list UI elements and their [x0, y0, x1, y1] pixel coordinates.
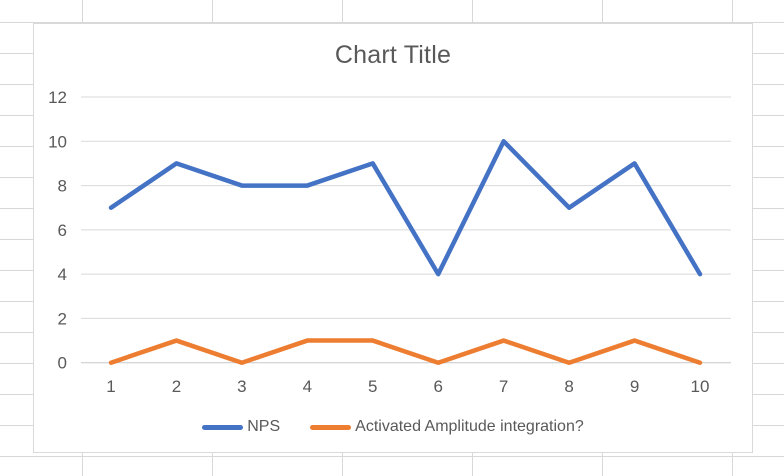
- y-tick-label-8: 8: [58, 177, 67, 196]
- x-tick-label-8: 8: [564, 377, 573, 396]
- x-tick-label-9: 9: [630, 377, 639, 396]
- x-tick-label-5: 5: [368, 377, 377, 396]
- x-tick-label-10: 10: [691, 377, 710, 396]
- y-tick-label-2: 2: [58, 309, 67, 328]
- legend-label-nps: NPS: [247, 418, 281, 435]
- legend-swatch-amplitude-integration: [310, 424, 352, 430]
- y-tick-label-0: 0: [58, 354, 67, 373]
- x-tick-label-3: 3: [237, 377, 246, 396]
- x-tick-label-2: 2: [172, 377, 181, 396]
- legend-item-nps: NPS: [202, 418, 280, 436]
- legend-swatch-nps: [202, 424, 244, 430]
- y-tick-label-4: 4: [58, 265, 67, 284]
- x-tick-label-6: 6: [433, 377, 442, 396]
- legend-item-amplitude-integration: Activated Amplitude integration?: [310, 418, 584, 436]
- y-tick-label-6: 6: [58, 221, 67, 240]
- chart-card[interactable]: Chart Title 0 2 4 6 8 10 12 1 2 3 4 5 6 7 8 9 10 NPS Act…: [33, 23, 753, 453]
- x-tick-label-1: 1: [106, 377, 115, 396]
- series-line-nps[interactable]: [108, 139, 703, 277]
- y-tick-label-10: 10: [48, 132, 67, 151]
- series-line-amplitude-integration[interactable]: [108, 338, 703, 365]
- legend-label-amplitude-integration: Activated Amplitude integration?: [355, 418, 584, 435]
- chart-title: Chart Title: [334, 41, 452, 69]
- x-tick-label-4: 4: [303, 377, 312, 396]
- y-tick-label-12: 12: [48, 88, 67, 107]
- chart-legend: NPS Activated Amplitude integration?: [34, 417, 752, 437]
- x-tick-label-7: 7: [499, 377, 508, 396]
